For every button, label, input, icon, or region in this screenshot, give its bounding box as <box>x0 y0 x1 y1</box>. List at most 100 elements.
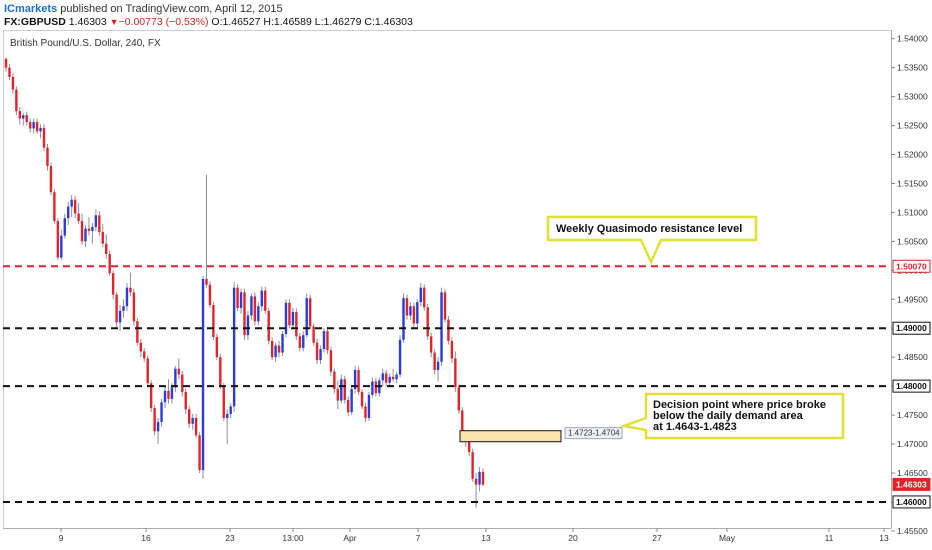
candle-body <box>474 478 478 485</box>
price-change: −0.00773 (−0.53%) <box>118 16 209 28</box>
down-arrow-icon: ▼ <box>109 17 119 27</box>
candle-body <box>267 310 270 341</box>
candle-body <box>73 199 77 214</box>
candle-body <box>22 115 25 119</box>
time-tick-label: 16 <box>141 533 151 543</box>
chart-title: British Pound/U.S. Dollar, 240, FX <box>10 38 161 49</box>
time-axis: 9 16 23 13:00 Apr 7 13 20 27 May 11 13 <box>59 528 889 543</box>
candle-body <box>381 373 384 381</box>
candle-body <box>239 292 243 308</box>
candle-body <box>367 394 371 418</box>
candle-body <box>146 358 149 384</box>
candle-body <box>426 307 429 337</box>
time-tick-label: 9 <box>59 533 64 543</box>
candle-body <box>194 417 198 436</box>
candle-body <box>174 368 177 388</box>
author-link[interactable]: ICmarkets <box>4 3 58 15</box>
candle-body <box>471 452 474 479</box>
candle-body <box>8 67 11 77</box>
candle-body <box>467 433 471 453</box>
candle-body <box>250 296 253 316</box>
price-tag-box <box>892 259 931 273</box>
plot-border <box>3 30 892 529</box>
callout-weekly[interactable]: Weekly Quasimodo resistance level <box>546 215 758 266</box>
candle-body <box>264 290 267 311</box>
candle-body <box>212 305 215 337</box>
price-tag-label: 1.46303 <box>896 479 927 489</box>
candle-body <box>67 206 70 219</box>
candle-body <box>326 331 329 351</box>
candle-body <box>391 376 395 380</box>
candle-body <box>443 292 447 320</box>
candle-body <box>25 115 28 123</box>
price-tick-label: 1.46500 <box>897 468 928 478</box>
candle-body <box>236 287 239 308</box>
candle-body <box>419 287 422 303</box>
candle-body <box>277 345 281 353</box>
price-tick-label: 1.47000 <box>897 439 928 449</box>
candle-body <box>35 122 39 132</box>
candle-body <box>429 336 433 353</box>
candle-body <box>222 386 225 418</box>
candle-body <box>405 298 409 316</box>
price-tag-box <box>892 321 931 335</box>
candle-body <box>336 389 340 401</box>
candle-body <box>84 228 87 242</box>
price-tick-label: 1.50500 <box>897 236 928 246</box>
candle-body <box>298 336 302 348</box>
candle-body <box>243 292 246 336</box>
callout-decision[interactable]: Decision point where price broke below t… <box>619 392 845 440</box>
candle-body <box>122 306 125 311</box>
candle-body <box>87 228 91 231</box>
time-tick-label: Apr <box>343 533 356 543</box>
candle-body <box>385 373 388 383</box>
candle-body <box>353 369 357 390</box>
candle-body <box>149 383 153 409</box>
candle-body <box>319 349 322 361</box>
price-tag-box <box>892 495 931 509</box>
candle-body <box>53 192 56 222</box>
candle-body <box>70 199 73 207</box>
candle-body <box>132 292 136 322</box>
candle-body <box>308 298 312 327</box>
candle-body <box>125 287 129 307</box>
candle-body <box>115 294 118 323</box>
candle-body <box>11 76 15 90</box>
candle-body <box>274 345 277 358</box>
candle-body <box>187 409 191 424</box>
candle-body <box>4 58 8 68</box>
high-value: H:1.46589 <box>263 16 312 28</box>
candle-body <box>181 374 184 392</box>
candle-body <box>357 369 360 392</box>
symbol: FX:GBPUSD <box>4 16 66 28</box>
candle-body <box>160 402 163 423</box>
candle-body <box>340 379 343 401</box>
demand-zone-rect[interactable] <box>459 430 562 443</box>
price-tick-label: 1.53500 <box>897 63 928 73</box>
candle-body <box>184 391 187 410</box>
candle-body <box>457 387 461 411</box>
candle-body <box>440 292 443 362</box>
candle-body <box>111 273 115 295</box>
price-axis: 1.54000 1.53500 1.53000 1.52500 1.52000 1.515… <box>891 34 928 536</box>
time-tick-label: 13:00 <box>282 533 304 543</box>
last-price: 1.46303 <box>68 16 107 28</box>
candle-body <box>291 312 295 326</box>
candle-body <box>177 368 181 375</box>
candle-body <box>322 331 326 350</box>
time-tick-label: 13 <box>879 533 889 543</box>
candle-body <box>139 342 143 352</box>
candle-body <box>481 471 485 485</box>
price-tick-label: 1.53000 <box>897 92 928 102</box>
price-tag-box <box>892 477 931 491</box>
candle-body <box>205 279 208 285</box>
price-tick-label: 1.52500 <box>897 121 928 131</box>
candle-body <box>315 342 319 361</box>
candle-body <box>412 306 416 324</box>
close-value: C:1.46303 <box>364 16 413 28</box>
candle-body <box>80 221 84 242</box>
candle-body <box>42 127 46 148</box>
price-tick-label: 1.49500 <box>897 294 928 304</box>
time-tick-label: 23 <box>225 533 235 543</box>
